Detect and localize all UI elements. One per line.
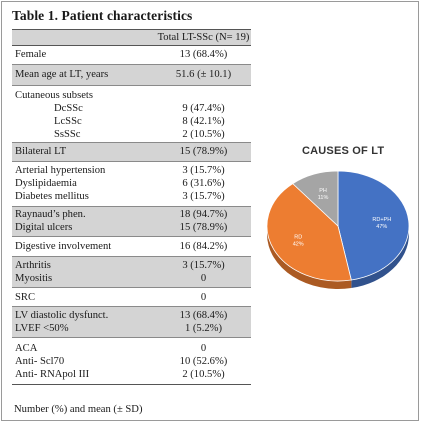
row-value: 16 (84.2%)	[179, 241, 228, 252]
row-value: 2 (10.5%)	[182, 129, 225, 140]
row-value: 18 (94.7%)	[179, 209, 228, 220]
row-label: SsSSc	[54, 129, 81, 140]
table-row: Bilateral LT 15 (78.9%)	[12, 143, 251, 162]
row-value: 51.6 (± 10.1)	[175, 69, 232, 80]
table-header-row: Total LT-SSc (N= 19)	[12, 29, 251, 46]
table-row-group: Arthritis 3 (15.7%) Myositis 0	[12, 257, 251, 288]
row-label: LVEF <50%	[15, 323, 69, 334]
row-value: 9 (47.4%)	[182, 103, 225, 114]
row-value: 3 (15.7%)	[182, 260, 225, 271]
pie-slice-rd-ph	[337, 170, 410, 281]
pie-chart: RD+PH 47% RD 42% PH 11%	[264, 170, 414, 300]
row-label: Anti- RNApol III	[15, 369, 90, 380]
patient-characteristics-table: Total LT-SSc (N= 19) Female 13 (68.4%) M…	[12, 29, 251, 385]
row-label: Myositis	[15, 273, 53, 284]
row-label: LV diastolic dysfunct.	[15, 310, 109, 321]
table-row: SRC 0	[12, 288, 251, 307]
header-value: Total LT-SSc (N= 19)	[157, 32, 250, 43]
row-value: 2 (10.5%)	[182, 369, 225, 380]
row-label: Digital ulcers	[15, 222, 73, 233]
row-label: ACA	[15, 343, 38, 354]
row-value: 15 (78.9%)	[179, 146, 228, 157]
row-label: Bilateral LT	[15, 146, 67, 157]
row-value: 0	[200, 343, 207, 354]
table-row-group: Cutaneous subsets DcSSc 9 (47.4%) LcSSc …	[12, 86, 251, 143]
table-row-group: ACA 0 Anti- Scl70 10 (52.6%) Anti- RNApo…	[12, 338, 251, 385]
pie-slice-side	[351, 226, 409, 289]
row-value: 3 (15.7%)	[182, 165, 225, 176]
row-value: 0	[200, 292, 207, 303]
row-value: 3 (15.7%)	[182, 191, 225, 202]
row-value: 8 (42.1%)	[182, 116, 225, 127]
row-label: Female	[15, 49, 47, 60]
table-row-group: Arterial hypertension 3 (15.7%) Dyslipid…	[12, 162, 251, 207]
table-row: Female 13 (68.4%)	[12, 46, 251, 65]
row-label: Diabetes mellitus	[15, 191, 89, 202]
table-row: Mean age at LT, years 51.6 (± 10.1)	[12, 65, 251, 86]
pie-slice-label: RD+PH 47%	[372, 217, 391, 230]
row-value: 0	[200, 273, 207, 284]
row-value: 15 (78.9%)	[179, 222, 228, 233]
pie-slice-rd	[266, 183, 352, 282]
table-row: Digestive involvement 16 (84.2%)	[12, 237, 251, 257]
pie-slice-label: RD 42%	[293, 235, 304, 248]
pie-slice-label: PH 11%	[318, 188, 329, 201]
row-label: LcSSc	[54, 116, 82, 127]
chart-title: CAUSES OF LT	[302, 145, 385, 157]
row-value: 13 (68.4%)	[179, 310, 228, 321]
row-label: Mean age at LT, years	[15, 69, 109, 80]
table-row-group: Raynaud’s phen. 18 (94.7%) Digital ulcer…	[12, 207, 251, 237]
row-label: Arterial hypertension	[15, 165, 106, 176]
table-row-group: LV diastolic dysfunct. 13 (68.4%) LVEF <…	[12, 307, 251, 338]
row-value: 13 (68.4%)	[179, 49, 228, 60]
row-label: Digestive involvement	[15, 241, 112, 252]
row-label: Raynaud’s phen.	[15, 209, 86, 220]
row-value: 6 (31.6%)	[182, 178, 225, 189]
pie-chart-svg: RD+PH 47% RD 42% PH 11%	[266, 170, 410, 289]
row-label: Anti- Scl70	[15, 356, 65, 367]
table-footnote: Number (%) and mean (± SD)	[14, 404, 143, 415]
row-label: Cutaneous subsets	[15, 90, 93, 101]
row-label: Dyslipidaemia	[15, 178, 77, 189]
row-label: DcSSc	[54, 103, 83, 114]
pie-slice-ph	[292, 170, 339, 227]
table-title: Table 1. Patient characteristics	[12, 8, 193, 23]
row-label: SRC	[15, 292, 36, 303]
row-value: 1 (5.2%)	[184, 323, 223, 334]
row-label: Arthritis	[15, 260, 51, 271]
row-value: 10 (52.6%)	[179, 356, 228, 367]
